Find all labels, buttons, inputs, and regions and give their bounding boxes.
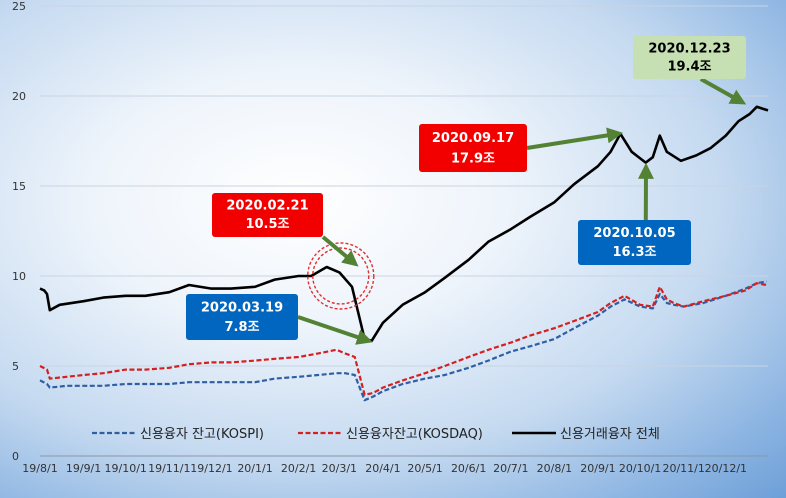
arrow-layer xyxy=(297,77,747,345)
callout-value: 16.3조 xyxy=(612,245,656,260)
callout-value: 17.9조 xyxy=(451,151,495,166)
callout-a1005: 2020.10.05 16.3조 xyxy=(578,220,691,265)
callout-date: 2020.12.23 xyxy=(648,41,730,56)
callout-box xyxy=(212,193,323,237)
x-tick-label: 20/4/1 xyxy=(365,462,400,475)
x-tick-label: 19/12/1 xyxy=(190,462,232,475)
x-tick-label: 20/12/1 xyxy=(705,462,747,475)
legend-label-0: 신용융자 잔고(KOSPI) xyxy=(140,427,264,442)
highlight-circle-inner xyxy=(312,247,370,305)
x-tick-label: 20/1/1 xyxy=(237,462,272,475)
series-line-2 xyxy=(39,105,769,343)
legend: 신용융자 잔고(KOSPI) 신용융자잔고(KOSDAQ) 신용거래융자 전체 xyxy=(92,427,660,442)
x-tick-label: 20/8/1 xyxy=(537,462,572,475)
legend-label-2: 신용거래융자 전체 xyxy=(560,427,660,442)
axis-layer: 0 5 10 15 20 25 19/8/1 19/9/1 19/10/1 19/11/1 19/1… xyxy=(12,0,768,475)
x-tick-label: 19/9/1 xyxy=(66,462,101,475)
callout-box xyxy=(419,124,527,172)
highlight-circle-outer xyxy=(307,242,375,310)
highlight-layer xyxy=(307,242,375,310)
callout-arrow-a0221 xyxy=(321,235,359,267)
x-tick-label: 20/6/1 xyxy=(451,462,486,475)
x-tick-label: 20/10/1 xyxy=(619,462,661,475)
x-tick-label: 20/9/1 xyxy=(580,462,615,475)
series-layer xyxy=(39,105,769,402)
x-tick-label: 20/11/1 xyxy=(662,462,704,475)
x-tick-label: 20/7/1 xyxy=(493,462,528,475)
legend-label-1: 신용융자잔고(KOSDAQ) xyxy=(346,427,483,442)
callout-value: 19.4조 xyxy=(667,59,711,74)
callout-date: 2020.03.19 xyxy=(201,300,283,315)
x-tick-label: 20/3/1 xyxy=(322,462,357,475)
x-tick-label: 19/11/1 xyxy=(148,462,190,475)
callout-date: 2020.10.05 xyxy=(593,226,675,241)
y-tick-label: 25 xyxy=(12,0,26,13)
y-tick-label: 0 xyxy=(12,450,19,463)
x-tick-label: 19/8/1 xyxy=(22,462,57,475)
callout-a0221: 2020.02.21 10.5조 xyxy=(212,193,323,237)
callout-date: 2020.09.17 xyxy=(432,131,514,146)
callout-arrow-a0319 xyxy=(297,315,373,345)
callout-arrow-a0917 xyxy=(526,127,624,150)
x-tick-label: 20/5/1 xyxy=(407,462,442,475)
callout-box xyxy=(578,220,691,265)
y-tick-label: 10 xyxy=(12,270,26,283)
callout-value: 7.8조 xyxy=(225,320,260,335)
y-tick-label: 5 xyxy=(12,360,19,373)
series-line-0 xyxy=(39,280,767,402)
callout-layer: 2020.09.17 17.9조 2020.12.23 19.4조 2020.02.21… xyxy=(186,36,746,340)
callout-a0319: 2020.03.19 7.8조 xyxy=(186,294,298,340)
x-tick-label: 20/2/1 xyxy=(281,462,316,475)
grid-layer xyxy=(40,5,768,367)
callout-date: 2020.02.21 xyxy=(226,199,308,214)
series-line-1 xyxy=(39,282,767,396)
callout-value: 10.5조 xyxy=(245,217,289,232)
callout-a0917: 2020.09.17 17.9조 xyxy=(419,124,527,172)
callout-arrow-a1223 xyxy=(699,77,747,105)
callout-box xyxy=(186,294,298,340)
x-tick-label: 19/10/1 xyxy=(105,462,147,475)
y-tick-label: 15 xyxy=(12,180,26,193)
callout-box xyxy=(633,36,746,79)
y-tick-label: 20 xyxy=(12,90,26,103)
callout-a1223: 2020.12.23 19.4조 xyxy=(633,36,746,79)
